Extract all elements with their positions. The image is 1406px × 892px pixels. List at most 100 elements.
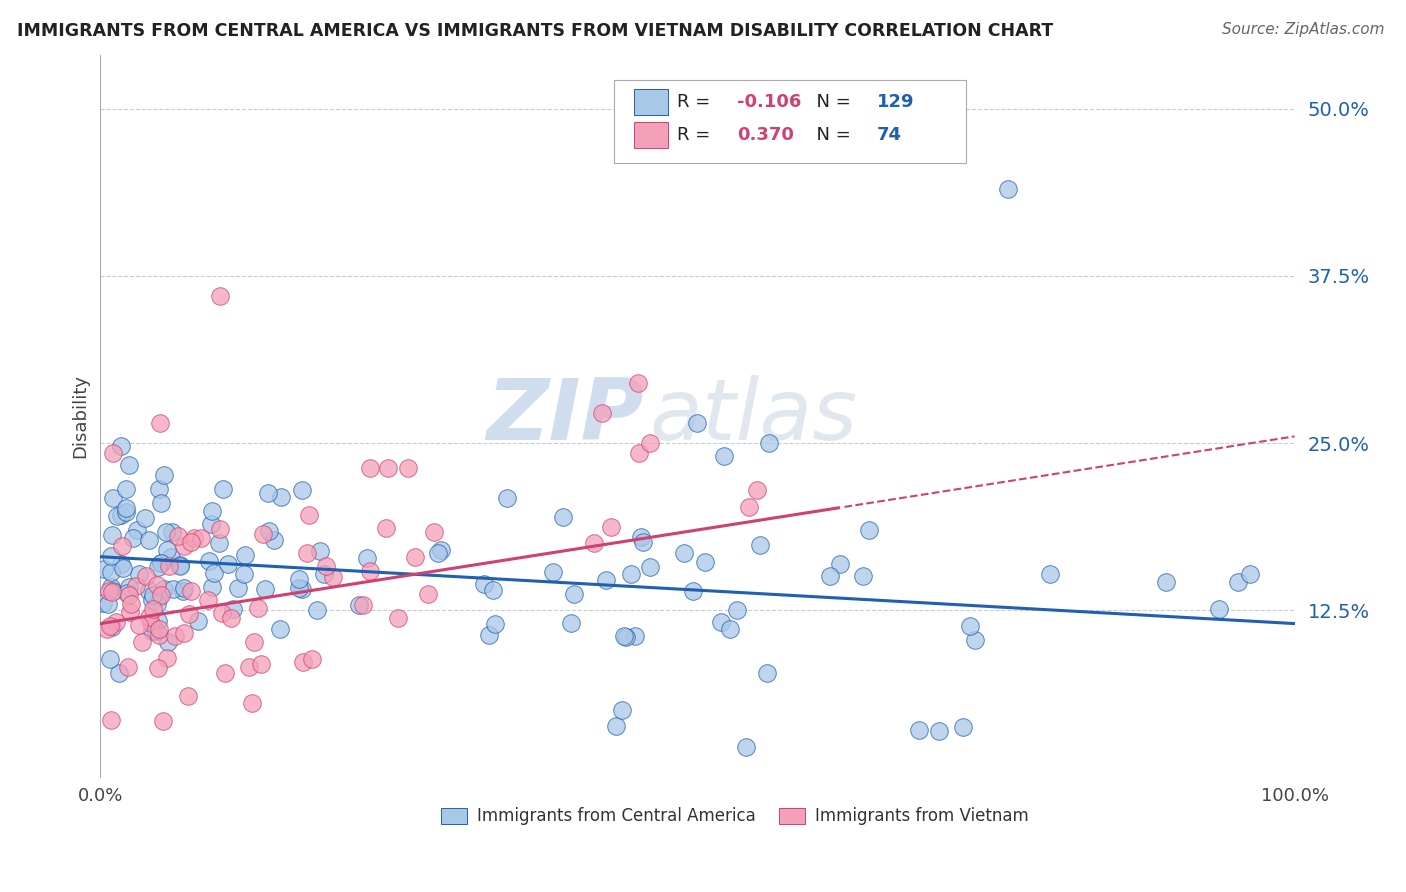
Point [173, 626, 195, 640]
Point [138, 584, 160, 599]
Point [404, 550, 426, 565]
Point [156, 650, 179, 665]
Point [359, 564, 381, 578]
Point [640, 436, 662, 450]
Point [91, 596, 114, 610]
Point [693, 555, 716, 569]
Point [162, 582, 184, 596]
Point [173, 539, 195, 553]
Point [682, 584, 704, 599]
Text: R =: R = [678, 127, 716, 145]
Point [122, 531, 145, 545]
Point [758, 436, 780, 450]
Point [564, 587, 586, 601]
Point [686, 416, 709, 430]
Text: N =: N = [806, 127, 856, 145]
Point [156, 543, 179, 558]
Point [177, 607, 200, 622]
Point [725, 603, 748, 617]
Point [221, 602, 243, 616]
Point [374, 521, 396, 535]
Point [246, 600, 269, 615]
Point [125, 578, 148, 592]
Point [359, 460, 381, 475]
Point [952, 720, 974, 734]
Point [756, 666, 779, 681]
Point [190, 531, 212, 545]
Point [430, 542, 453, 557]
Point [738, 500, 761, 514]
Point [101, 491, 124, 505]
Point [312, 566, 335, 581]
Point [418, 587, 440, 601]
Point [214, 665, 236, 680]
Point [160, 550, 183, 565]
Point [142, 588, 165, 602]
Point [101, 446, 124, 460]
Point [163, 629, 186, 643]
Point [495, 491, 517, 505]
Point [426, 546, 449, 560]
Point [233, 548, 256, 562]
Point [352, 598, 374, 612]
Point [219, 611, 242, 625]
Point [104, 615, 127, 629]
Point [1154, 574, 1177, 589]
Point [735, 739, 758, 754]
Text: N =: N = [806, 93, 856, 112]
Point [101, 527, 124, 541]
Point [146, 597, 169, 611]
Point [98, 652, 121, 666]
Point [96, 622, 118, 636]
Point [638, 560, 661, 574]
Point [673, 546, 696, 560]
Point [243, 634, 266, 648]
Point [1239, 566, 1261, 581]
Point [150, 556, 173, 570]
Point [288, 572, 311, 586]
Point [818, 569, 841, 583]
Point [599, 520, 621, 534]
Point [472, 576, 495, 591]
Point [614, 630, 637, 644]
Point [149, 557, 172, 571]
Text: ZIP: ZIP [486, 375, 644, 458]
Point [120, 597, 142, 611]
Point [1227, 574, 1250, 589]
Bar [440, 808, 467, 824]
Point [152, 468, 174, 483]
Point [208, 523, 231, 537]
Point [201, 581, 224, 595]
Point [997, 182, 1019, 196]
Point [105, 509, 128, 524]
Point [963, 632, 986, 647]
Point [1208, 602, 1230, 616]
Point [257, 486, 280, 500]
Point [627, 376, 650, 390]
Text: R =: R = [678, 93, 716, 112]
Point [115, 483, 138, 497]
Point [114, 500, 136, 515]
Point [110, 557, 132, 571]
Point [148, 590, 170, 604]
Point [117, 458, 139, 472]
Point [146, 577, 169, 591]
Point [478, 628, 501, 642]
Point [148, 628, 170, 642]
Point [100, 565, 122, 579]
Point [288, 581, 311, 595]
Point [928, 723, 950, 738]
Point [257, 524, 280, 538]
Point [173, 581, 195, 595]
Point [553, 510, 575, 524]
Point [149, 416, 172, 430]
Point [713, 449, 735, 463]
Point [252, 527, 274, 541]
Point [710, 615, 733, 629]
Point [180, 583, 202, 598]
Point [253, 582, 276, 596]
Bar [779, 808, 806, 824]
Point [153, 582, 176, 596]
Point [377, 460, 399, 475]
Point [595, 573, 617, 587]
